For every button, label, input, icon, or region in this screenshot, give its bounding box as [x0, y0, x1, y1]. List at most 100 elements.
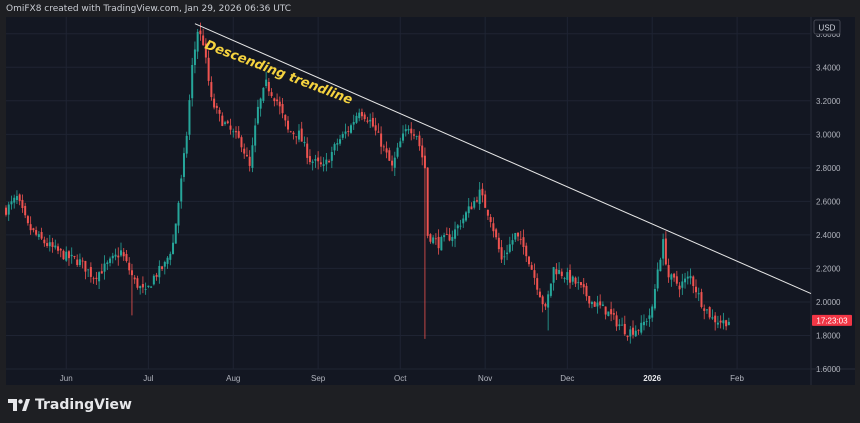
candle-body[interactable] [172, 242, 175, 254]
candle-body[interactable] [287, 120, 290, 130]
candle-body[interactable] [87, 269, 90, 271]
candle-body[interactable] [404, 129, 407, 132]
candle-body[interactable] [445, 234, 448, 235]
candle-body[interactable] [511, 240, 514, 245]
candle-body[interactable] [703, 308, 706, 311]
candle-body[interactable] [588, 295, 591, 304]
candle-body[interactable] [396, 147, 399, 157]
candle-body[interactable] [57, 246, 60, 251]
candle-body[interactable] [497, 237, 500, 250]
candle-body[interactable] [555, 269, 558, 275]
candle-body[interactable] [684, 278, 687, 283]
candle-body[interactable] [415, 136, 418, 137]
candle-body[interactable] [391, 160, 394, 166]
candle-body[interactable] [632, 327, 635, 335]
candle-body[interactable] [177, 202, 180, 226]
candle-body[interactable] [470, 206, 473, 210]
candle-body[interactable] [360, 111, 363, 117]
candle-body[interactable] [166, 257, 169, 264]
candle-body[interactable] [180, 178, 183, 202]
candle-body[interactable] [35, 230, 38, 235]
candle-body[interactable] [70, 254, 73, 257]
candle-body[interactable] [503, 256, 506, 258]
candle-body[interactable] [111, 255, 114, 259]
candle-body[interactable] [382, 146, 385, 148]
candle-body[interactable] [711, 317, 714, 319]
candle-body[interactable] [117, 255, 120, 258]
candle-body[interactable] [692, 276, 695, 287]
candle-body[interactable] [273, 98, 276, 102]
candle-body[interactable] [196, 31, 199, 52]
candle-body[interactable] [369, 119, 372, 122]
candle-body[interactable] [642, 321, 645, 326]
candle-body[interactable] [432, 237, 435, 244]
candle-body[interactable] [333, 144, 336, 151]
candle-body[interactable] [582, 284, 585, 288]
candle-body[interactable] [492, 223, 495, 232]
candle-body[interactable] [40, 232, 43, 239]
candle-body[interactable] [125, 253, 128, 262]
candle-body[interactable] [648, 315, 651, 319]
candle-body[interactable] [558, 269, 561, 274]
candle-body[interactable] [114, 254, 117, 257]
tradingview-logo[interactable]: TradingView [8, 397, 132, 413]
candle-body[interactable] [106, 262, 109, 264]
candle-body[interactable] [590, 302, 593, 305]
candle-body[interactable] [284, 114, 287, 121]
candle-body[interactable] [245, 154, 248, 157]
candle-body[interactable] [218, 109, 221, 114]
candle-body[interactable] [78, 259, 81, 266]
candle-body[interactable] [719, 320, 722, 323]
candle-body[interactable] [248, 156, 251, 166]
candle-body[interactable] [243, 148, 246, 154]
candle-body[interactable] [727, 321, 730, 326]
candle-body[interactable] [254, 125, 257, 146]
candle-body[interactable] [475, 200, 478, 202]
candle-body[interactable] [100, 271, 103, 274]
candle-body[interactable] [525, 245, 528, 257]
candle-body[interactable] [716, 322, 719, 325]
candle-body[interactable] [544, 303, 547, 307]
candle-body[interactable] [664, 238, 667, 265]
candle-body[interactable] [281, 104, 284, 114]
candle-body[interactable] [289, 131, 292, 133]
candle-body[interactable] [158, 265, 161, 278]
candle-body[interactable] [725, 320, 728, 327]
candle-body[interactable] [202, 35, 205, 46]
candle-body[interactable] [363, 114, 366, 120]
candle-body[interactable] [13, 197, 16, 203]
candle-body[interactable] [133, 277, 136, 280]
candle-body[interactable] [440, 237, 443, 251]
candle-body[interactable] [300, 128, 303, 142]
candle-body[interactable] [308, 156, 311, 162]
candle-body[interactable] [150, 286, 153, 288]
candle-body[interactable] [533, 270, 536, 278]
candle-body[interactable] [560, 271, 563, 277]
candle-body[interactable] [538, 291, 541, 298]
candle-body[interactable] [136, 278, 139, 288]
candle-body[interactable] [604, 306, 607, 315]
candle-body[interactable] [259, 98, 262, 109]
candle-body[interactable] [697, 293, 700, 295]
candle-body[interactable] [317, 157, 320, 162]
candle-body[interactable] [262, 87, 265, 101]
candle-body[interactable] [89, 267, 92, 277]
candle-body[interactable] [385, 148, 388, 153]
candle-body[interactable] [377, 131, 380, 133]
candle-body[interactable] [599, 301, 602, 306]
candle-body[interactable] [15, 196, 18, 201]
candle-body[interactable] [722, 320, 725, 324]
candle-body[interactable] [251, 145, 254, 168]
candle-body[interactable] [319, 162, 322, 165]
candle-body[interactable] [530, 265, 533, 270]
candle-body[interactable] [278, 101, 281, 107]
candle-body[interactable] [350, 125, 352, 133]
candle-body[interactable] [235, 131, 237, 133]
candle-body[interactable] [204, 43, 207, 58]
candle-body[interactable] [689, 275, 692, 279]
candle-body[interactable] [459, 225, 462, 227]
candle-body[interactable] [311, 161, 314, 164]
candle-body[interactable] [374, 125, 377, 131]
candle-body[interactable] [612, 313, 615, 315]
candle-body[interactable] [32, 228, 35, 231]
